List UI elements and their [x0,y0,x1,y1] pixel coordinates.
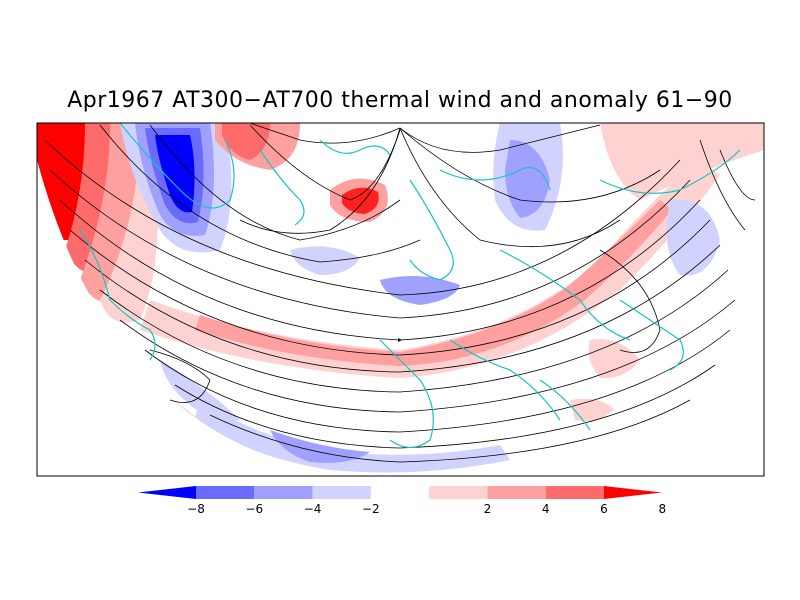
anomaly-negative-center [380,276,460,305]
coastline [439,166,551,191]
streamline [399,124,601,153]
colorbar: −8 −6 −4 −2 2 4 6 8 [138,486,666,516]
streamline [144,329,731,433]
coastline [319,139,391,156]
streamline [249,123,401,144]
anomaly-negative-south-core [270,430,370,463]
colorbar-segment [312,486,371,499]
streamline [149,349,211,403]
anomaly-positive-strong [37,123,87,240]
coastline [599,149,741,194]
coastline [619,299,684,371]
streamline [59,199,701,343]
colorbar-tick-label: 2 [484,502,492,516]
colorbar-tick-label: −6 [245,502,263,516]
anomaly-negative-southwest [160,360,240,421]
anomaly-negative-south [195,400,510,473]
streamline [719,149,756,201]
streamline [99,269,729,393]
colorbar-segment [487,486,546,499]
streamline [84,244,721,373]
colorbar-tick-label: −4 [304,502,322,516]
anomaly-negative-strong [155,135,195,213]
colorbar-segment [545,486,604,499]
colorbar-segment [429,486,488,499]
colorbar-segment [196,486,255,499]
coastline [499,249,631,341]
coastline [539,379,591,431]
anomaly-positive-band-core [195,200,672,366]
outside-mask-right [480,160,764,476]
map-frame [36,122,765,477]
anomaly-negative-patch-east [666,199,720,276]
streamline [399,127,621,248]
coastline [409,179,454,281]
colorbar-segment [370,486,430,499]
colorbar-tick-label: 6 [600,502,608,516]
map-panel [37,123,764,476]
coastline [379,339,434,449]
streamline [44,139,681,296]
anomaly-positive-strong [222,123,270,160]
colorbar-arrow-high [604,486,662,499]
coastlines [79,123,741,449]
streamline [49,169,691,319]
anomaly-positive-southeast2 [570,398,615,422]
streamline [149,124,401,241]
streamline [239,127,401,234]
colorbar-arrow-low [138,486,196,499]
colorbar-segment [254,486,313,499]
colorbar-tick-label: −8 [187,502,205,516]
coastline [79,229,156,361]
anomaly-negative-west [290,246,360,275]
streamline [699,139,746,231]
coastline [119,123,235,209]
coastline [259,149,305,226]
streamline [119,299,736,413]
coastline [449,339,561,421]
outside-mask-left [37,160,320,476]
colorbar-tick-label: 4 [542,502,550,516]
colorbar-tick-label: −2 [362,502,380,516]
streamline [249,124,401,201]
streamline [99,124,421,263]
streamline [209,399,691,463]
map-title: Apr1967 AT300−AT700 thermal wind and ano… [67,88,733,113]
streamline [69,219,711,356]
colorbar-tick-label: 8 [658,502,666,516]
